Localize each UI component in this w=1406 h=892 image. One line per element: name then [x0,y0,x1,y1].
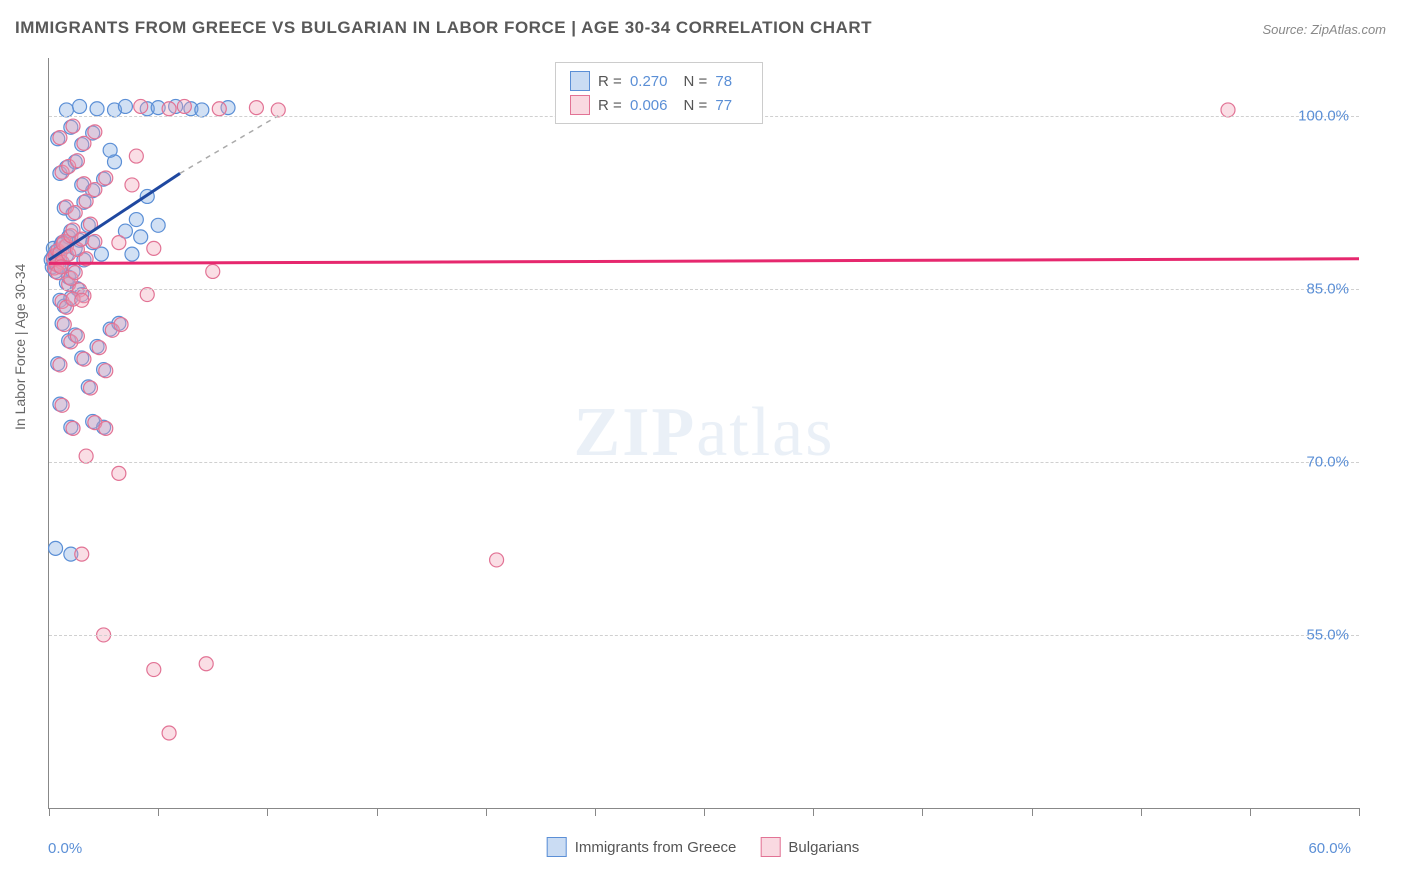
data-point [88,183,102,197]
data-point [134,99,148,113]
legend-stats: R = 0.006N = 77 [598,97,748,114]
data-point [114,318,128,332]
data-point [125,178,139,192]
data-point [199,657,213,671]
chart-title: IMMIGRANTS FROM GREECE VS BULGARIAN IN L… [15,18,872,38]
legend-item: Bulgarians [760,837,859,857]
data-point [129,213,143,227]
chart-plot-area: ZIPatlas 100.0%85.0%70.0%55.0% [48,58,1359,809]
data-point [162,726,176,740]
data-point [88,234,102,248]
data-point [53,358,67,372]
data-point [88,125,102,139]
grid-line [49,635,1359,636]
legend-series-name: Bulgarians [788,839,859,856]
y-tick-label: 55.0% [1306,626,1349,643]
x-tick [1250,808,1251,816]
legend-row: R = 0.270N = 78 [570,69,748,93]
legend-swatch [760,837,780,857]
data-point [90,102,104,116]
x-tick [377,808,378,816]
data-point [57,318,71,332]
x-axis-min-label: 0.0% [48,840,82,857]
data-point [49,541,63,555]
x-tick [1032,808,1033,816]
data-point [73,99,87,113]
x-axis-max-label: 60.0% [1308,840,1351,857]
legend-swatch [570,95,590,115]
data-point [112,466,126,480]
y-tick-label: 85.0% [1306,280,1349,297]
regression-extrapolation [180,116,278,174]
data-point [147,241,161,255]
data-point [83,381,97,395]
legend-swatch [570,71,590,91]
data-point [134,230,148,244]
grid-line [49,289,1359,290]
data-point [55,398,69,412]
data-point [66,421,80,435]
data-point [99,171,113,185]
x-tick [49,808,50,816]
data-point [53,131,67,145]
data-point [92,341,106,355]
data-point [75,293,89,307]
data-point [118,99,132,113]
data-point [66,119,80,133]
data-point [125,247,139,261]
x-tick [486,808,487,816]
x-tick [1141,808,1142,816]
data-point [79,194,93,208]
x-tick [922,808,923,816]
correlation-legend: R = 0.270N = 78 R = 0.006N = 77 [555,62,763,124]
y-tick-label: 100.0% [1298,107,1349,124]
x-tick [704,808,705,816]
data-point [77,352,91,366]
legend-item: Immigrants from Greece [547,837,737,857]
data-point [70,329,84,343]
regression-line [49,259,1359,264]
source-label: Source: ZipAtlas.com [1262,22,1386,37]
series-legend: Immigrants from Greece Bulgarians [547,837,860,857]
data-point [112,236,126,250]
x-tick [267,808,268,816]
data-point [147,663,161,677]
data-point [249,101,263,115]
data-point [103,143,117,157]
plot-svg [49,58,1359,808]
grid-line [49,462,1359,463]
data-point [151,218,165,232]
data-point [162,102,176,116]
x-tick [813,808,814,816]
y-axis-label: In Labor Force | Age 30-34 [12,264,28,430]
data-point [177,99,191,113]
x-tick [595,808,596,816]
data-point [99,421,113,435]
data-point [77,136,91,150]
data-point [212,102,226,116]
data-point [70,154,84,168]
data-point [94,247,108,261]
x-tick [158,808,159,816]
data-point [99,364,113,378]
data-point [68,266,82,280]
data-point [490,553,504,567]
legend-row: R = 0.006N = 77 [570,93,748,117]
data-point [75,547,89,561]
x-tick [1359,808,1360,816]
data-point [68,206,82,220]
legend-swatch [547,837,567,857]
data-point [129,149,143,163]
legend-stats: R = 0.270N = 78 [598,73,748,90]
data-point [206,264,220,278]
legend-series-name: Immigrants from Greece [575,839,737,856]
y-tick-label: 70.0% [1306,453,1349,470]
